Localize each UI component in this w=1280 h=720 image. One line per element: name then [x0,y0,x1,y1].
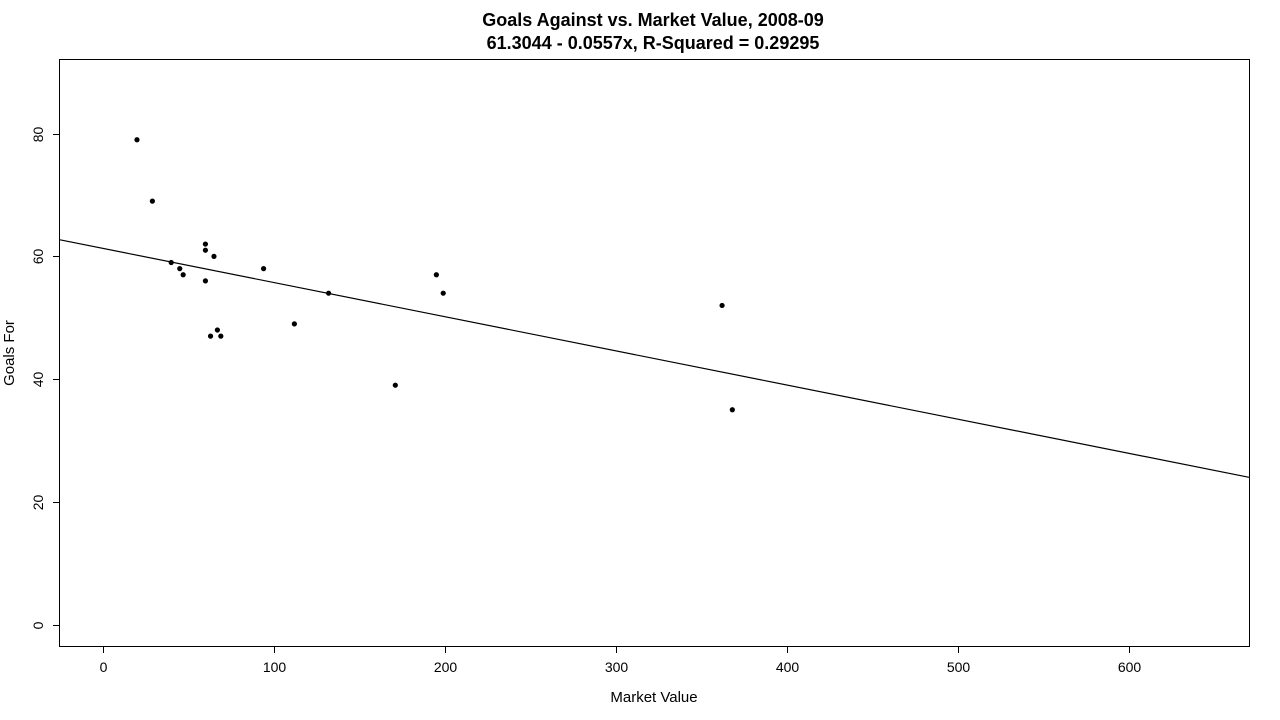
data-point [719,302,725,309]
y-axis-title: Goals For [1,320,18,386]
data-point [440,290,446,296]
data-point [149,198,155,204]
data-point [729,407,735,413]
data-points-layer [134,137,735,413]
y-tick-label: 40 [30,372,46,388]
data-point [134,137,140,143]
x-axis-title: Market Value [610,689,697,706]
y-tick-label: 80 [30,127,46,143]
data-point [433,272,439,278]
data-point [291,321,297,327]
x-axis: 0 100 200 300 400 500 600 [100,646,1142,675]
x-tick-label: 600 [1118,659,1142,675]
y-tick-label: 0 [30,621,46,629]
x-tick-label: 200 [434,659,458,675]
data-point [260,266,267,272]
chart-subtitle: 61.3044 - 0.0557x, R-Squared = 0.29295 [487,33,820,53]
chart-title: Goals Against vs. Market Value, 2008-09 [482,10,824,30]
data-point [180,272,186,278]
data-point [207,333,214,339]
data-point [202,247,209,253]
x-tick-label: 100 [263,659,287,675]
plot-area-frame [59,59,1250,647]
data-point [211,253,217,259]
data-point [168,259,174,266]
data-point [325,290,332,296]
regression-line [59,239,1250,478]
data-point [177,266,183,272]
data-point [392,382,398,388]
x-tick-label: 0 [100,659,108,675]
x-tick-label: 400 [776,659,800,675]
regression-line-layer [59,239,1250,478]
y-tick-label: 60 [30,249,46,265]
x-tick-label: 500 [947,659,971,675]
x-tick-label: 300 [605,659,629,675]
y-axis: 0 20 40 60 80 [30,127,60,629]
y-tick-label: 20 [30,495,46,511]
data-point [218,333,224,339]
data-point [202,278,209,284]
data-point [202,241,209,247]
data-point [214,327,220,333]
